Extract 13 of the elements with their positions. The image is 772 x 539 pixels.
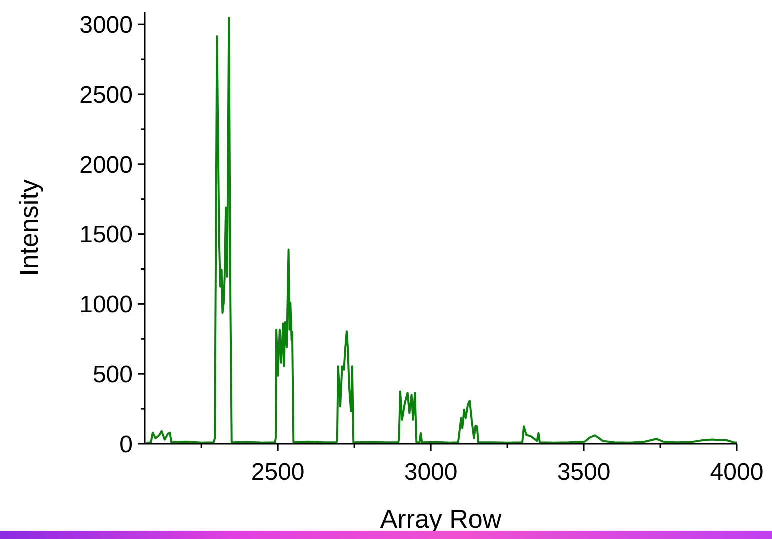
y-axis-title: Intensity (14, 180, 44, 276)
y-tick-label: 0 (120, 431, 133, 458)
x-tick-label: 3500 (557, 459, 611, 486)
y-tick-label: 1500 (80, 222, 133, 249)
x-tick-label: 4000 (710, 459, 764, 486)
y-tick-label: 500 (92, 361, 133, 388)
y-tick-label: 3000 (80, 12, 133, 39)
x-tick-label: 3000 (404, 459, 458, 486)
y-tick-label: 2000 (80, 152, 133, 179)
x-tick-label: 2500 (251, 459, 305, 486)
y-tick-label: 2500 (80, 82, 133, 109)
y-tick-label: 1000 (80, 292, 133, 319)
x-axis-title: Array Row (380, 504, 502, 534)
